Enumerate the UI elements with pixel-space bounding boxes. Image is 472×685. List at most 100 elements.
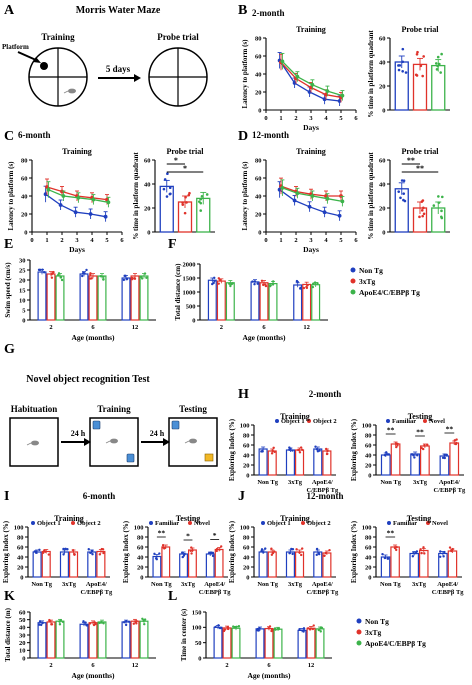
schematic-a-training: Training bbox=[41, 32, 75, 42]
y-tick-label: 80 bbox=[365, 534, 372, 541]
dot bbox=[393, 546, 397, 549]
dot bbox=[422, 55, 425, 58]
x-tick-label: 0 bbox=[264, 115, 267, 122]
bar bbox=[32, 551, 42, 578]
dot bbox=[217, 624, 220, 627]
y-tick-label: 60 bbox=[379, 157, 386, 164]
chart-title: Training bbox=[62, 147, 92, 156]
dot bbox=[270, 547, 273, 550]
x-tick-label: 12 bbox=[132, 662, 139, 669]
x-tick-label: 2 bbox=[220, 324, 223, 331]
dot bbox=[84, 621, 87, 624]
x-tick-label: 12 bbox=[303, 324, 310, 331]
dot bbox=[397, 190, 401, 193]
x-tick-label: 3xTg bbox=[288, 581, 303, 588]
dot bbox=[299, 287, 302, 290]
bar bbox=[285, 449, 296, 476]
dot bbox=[420, 200, 424, 203]
dot bbox=[235, 625, 238, 628]
dot bbox=[387, 453, 391, 456]
dot bbox=[402, 192, 406, 195]
y-tick-label: 20 bbox=[19, 640, 26, 647]
dot bbox=[272, 446, 275, 449]
dot bbox=[323, 554, 326, 557]
bar bbox=[264, 627, 274, 659]
panel-heading: 2-month bbox=[252, 8, 285, 18]
data-point bbox=[73, 210, 78, 215]
chart-title: Testing bbox=[407, 514, 432, 523]
dot bbox=[315, 547, 319, 551]
dot bbox=[260, 279, 264, 282]
dot bbox=[288, 552, 291, 555]
significance-label: ** bbox=[416, 428, 424, 437]
dot bbox=[440, 215, 443, 219]
dot bbox=[143, 272, 147, 275]
dot bbox=[273, 450, 276, 454]
x-tick-label: ApoE4/ bbox=[204, 581, 225, 588]
y-tick-label: 0 bbox=[382, 229, 385, 236]
dot bbox=[200, 195, 204, 198]
y-tick-label: 20 bbox=[255, 89, 262, 96]
chart-title: Probe trial bbox=[402, 147, 440, 156]
bar bbox=[293, 284, 303, 321]
dot bbox=[231, 282, 234, 285]
panel-letter-e: E bbox=[4, 237, 13, 252]
y-tick-label: 20 bbox=[21, 211, 28, 218]
arena-training bbox=[89, 417, 139, 467]
bar bbox=[37, 622, 47, 659]
y-tick-label: 40 bbox=[255, 71, 262, 78]
dot bbox=[62, 553, 65, 556]
dot bbox=[189, 549, 192, 553]
dot bbox=[455, 441, 458, 445]
dot bbox=[306, 284, 309, 287]
x-tick-label: 6 bbox=[91, 324, 95, 331]
dot bbox=[122, 621, 126, 624]
panel-heading: 2-month bbox=[309, 389, 342, 399]
dot bbox=[60, 278, 64, 282]
data-point bbox=[292, 198, 297, 203]
schematic-g-training: Training bbox=[97, 404, 131, 414]
data-point bbox=[310, 194, 315, 198]
dot bbox=[180, 551, 184, 554]
dot bbox=[271, 283, 275, 286]
dot bbox=[166, 172, 169, 175]
dot bbox=[62, 547, 65, 551]
significance-label: * bbox=[174, 156, 178, 165]
x-tick-label: ApoE4/ bbox=[312, 479, 333, 486]
y-tick-label: 20 bbox=[379, 205, 386, 212]
dot bbox=[38, 548, 41, 552]
x-tick-label: Non Tg bbox=[31, 581, 52, 588]
panel-letter-i: I bbox=[4, 489, 9, 504]
mouse-icon bbox=[26, 440, 39, 446]
dot bbox=[268, 625, 272, 628]
y-tick-label: 20 bbox=[255, 211, 262, 218]
chart-b-bar: 0 20 40 60 % time in platform quadrant Probe … bbox=[367, 25, 450, 118]
dot bbox=[311, 627, 315, 631]
dot bbox=[441, 456, 445, 460]
x-axis-label: Age (months) bbox=[71, 671, 115, 680]
arena-habituation bbox=[9, 417, 59, 467]
legend-nontg: Non Tg bbox=[365, 617, 389, 626]
dot bbox=[211, 554, 215, 558]
y-tick-label: 60 bbox=[21, 175, 28, 182]
dot bbox=[420, 551, 423, 555]
dot bbox=[268, 284, 272, 288]
dot bbox=[228, 282, 231, 285]
x-tick-label: 6 bbox=[267, 662, 271, 669]
dot bbox=[217, 277, 221, 280]
y-tick-label: 60 bbox=[19, 609, 26, 616]
legend-novel: Novel bbox=[194, 520, 210, 527]
dot bbox=[42, 271, 46, 274]
x-tick-label: 5 bbox=[105, 237, 109, 244]
bar bbox=[222, 627, 232, 659]
x-axis-label: Age (months) bbox=[242, 333, 286, 342]
dot bbox=[300, 553, 303, 557]
bar bbox=[205, 553, 215, 578]
dot bbox=[161, 544, 165, 547]
dot bbox=[73, 553, 76, 556]
data-point bbox=[280, 59, 285, 64]
dot bbox=[181, 201, 184, 204]
dot bbox=[61, 620, 64, 623]
dot bbox=[256, 282, 259, 285]
